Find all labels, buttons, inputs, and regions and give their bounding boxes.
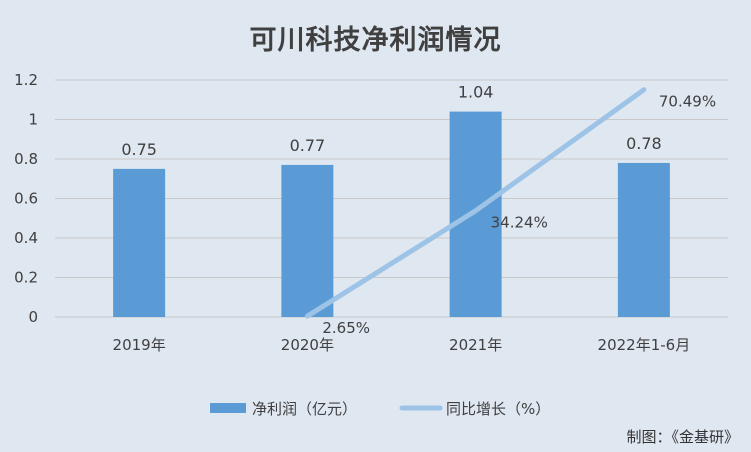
y-tick-label: 0 xyxy=(28,308,38,326)
line-data-label: 34.24% xyxy=(491,214,548,232)
legend-label-growth: 同比增长（%） xyxy=(446,400,550,418)
x-tick-label: 2019年 xyxy=(113,336,166,354)
bar xyxy=(281,164,334,317)
y-tick-label: 1 xyxy=(28,111,38,129)
x-tick-label: 2021年 xyxy=(449,336,502,354)
y-tick-label: 0.8 xyxy=(14,150,38,168)
y-tick-label: 0.4 xyxy=(14,229,38,247)
legend-label-net-profit: 净利润（亿元） xyxy=(252,400,357,418)
bar-data-label: 1.04 xyxy=(458,83,494,102)
line-data-label: 70.49% xyxy=(659,93,716,111)
credit-text: 制图：《金基研》 xyxy=(626,428,739,446)
line-data-label: 2.65% xyxy=(322,319,370,337)
bar-data-label: 0.78 xyxy=(626,134,662,153)
bar xyxy=(449,111,502,317)
x-tick-label: 2020年 xyxy=(281,336,334,354)
chart-title: 可川科技净利润情况 xyxy=(249,25,502,56)
bar-data-label: 0.75 xyxy=(121,140,157,159)
growth-line xyxy=(304,87,647,319)
bar xyxy=(617,162,670,317)
legend-swatch-bar xyxy=(210,403,246,413)
bar-data-label: 0.77 xyxy=(290,136,326,155)
y-tick-label: 1.2 xyxy=(14,71,38,89)
y-tick-label: 0.6 xyxy=(14,190,38,208)
x-tick-label: 2022年1-6月 xyxy=(598,336,691,354)
y-tick-label: 0.2 xyxy=(14,269,38,287)
bar xyxy=(113,168,166,317)
